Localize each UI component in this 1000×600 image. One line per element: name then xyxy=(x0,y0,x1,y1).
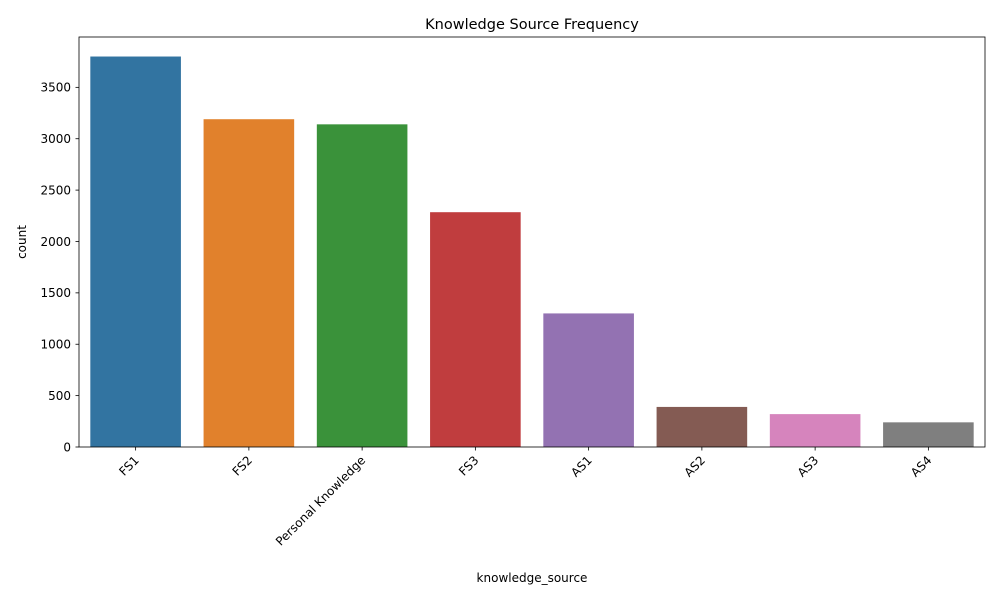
axes-frame xyxy=(78,36,986,448)
x-tick-label: AS1 xyxy=(568,453,594,479)
x-tick-label: FS2 xyxy=(230,453,255,478)
y-tick-label: 2500 xyxy=(40,183,71,197)
x-tick-label: Personal Knowledge xyxy=(273,453,368,548)
bar-fs1 xyxy=(90,56,181,448)
y-tick-label: 0 xyxy=(63,440,71,454)
bar-as4 xyxy=(883,422,974,447)
bar-as1 xyxy=(543,313,634,447)
bar-fs2 xyxy=(203,119,295,448)
y-tick-label: 3000 xyxy=(40,132,71,146)
plot-frame xyxy=(78,36,986,448)
y-tick-label: 500 xyxy=(48,389,71,403)
bars-layer xyxy=(90,56,974,448)
bar-as3 xyxy=(769,414,861,447)
bar-as2 xyxy=(656,406,748,447)
x-tick-label: FS3 xyxy=(456,453,481,478)
bar-fs3 xyxy=(430,212,521,447)
chart-title: Knowledge Source Frequency xyxy=(425,17,639,33)
y-tick-label: 1500 xyxy=(40,286,71,300)
y-tick-label: 3500 xyxy=(40,81,71,95)
x-tick-label: AS3 xyxy=(795,453,821,479)
bar-personal-knowledge xyxy=(316,124,408,447)
x-axis-ticks: FS1 FS2 Personal Knowledge FS3 AS1 AS2 AS3 AS4 xyxy=(116,447,934,549)
x-tick-label: AS4 xyxy=(908,453,934,479)
y-axis-ticks: 0 500 1000 1500 2000 2500 3000 3500 xyxy=(40,81,79,454)
y-tick-label: 1000 xyxy=(40,338,71,352)
x-axis-label: knowledge_source xyxy=(477,571,588,585)
y-axis-label: count xyxy=(15,225,29,259)
x-tick-label: AS2 xyxy=(682,453,708,479)
y-tick-label: 2000 xyxy=(40,235,71,249)
x-tick-label: FS1 xyxy=(116,453,141,478)
